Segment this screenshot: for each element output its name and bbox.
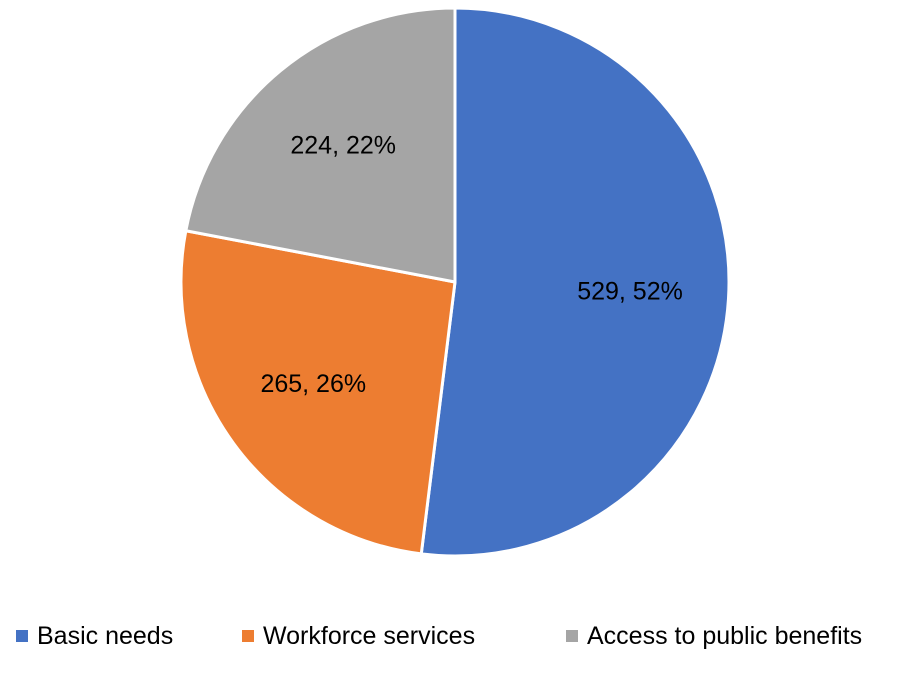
data-labels-group: 529, 52% 265, 26% 224, 22% — [260, 132, 682, 398]
legend-label-workforce-services: Workforce services — [263, 621, 476, 650]
slices-group — [179, 6, 731, 558]
data-label-access-to-public-benefits: 224, 22% — [290, 132, 396, 160]
legend-swatch-basic-needs — [16, 630, 28, 642]
pie-plot-area: 529, 52% 265, 26% 224, 22% — [179, 6, 731, 558]
legend: Basic needs Workforce services Access to… — [0, 616, 913, 656]
legend-swatch-workforce-services — [242, 630, 254, 642]
legend-label-basic-needs: Basic needs — [37, 621, 174, 650]
pie-slice-access-to-public-benefits — [184, 6, 457, 284]
legend-item-basic-needs: Basic needs — [16, 616, 173, 656]
data-label-workforce-services: 265, 26% — [260, 370, 366, 398]
data-label-basic-needs: 529, 52% — [577, 277, 683, 305]
legend-item-access-to-public-benefits: Access to public benefits — [566, 616, 862, 656]
pie-slice-workforce-services — [179, 229, 457, 556]
legend-item-workforce-services: Workforce services — [242, 616, 475, 656]
pie-slice-basic-needs — [419, 6, 731, 558]
legend-swatch-access-to-public-benefits — [566, 630, 578, 642]
legend-label-access-to-public-benefits: Access to public benefits — [587, 621, 863, 650]
